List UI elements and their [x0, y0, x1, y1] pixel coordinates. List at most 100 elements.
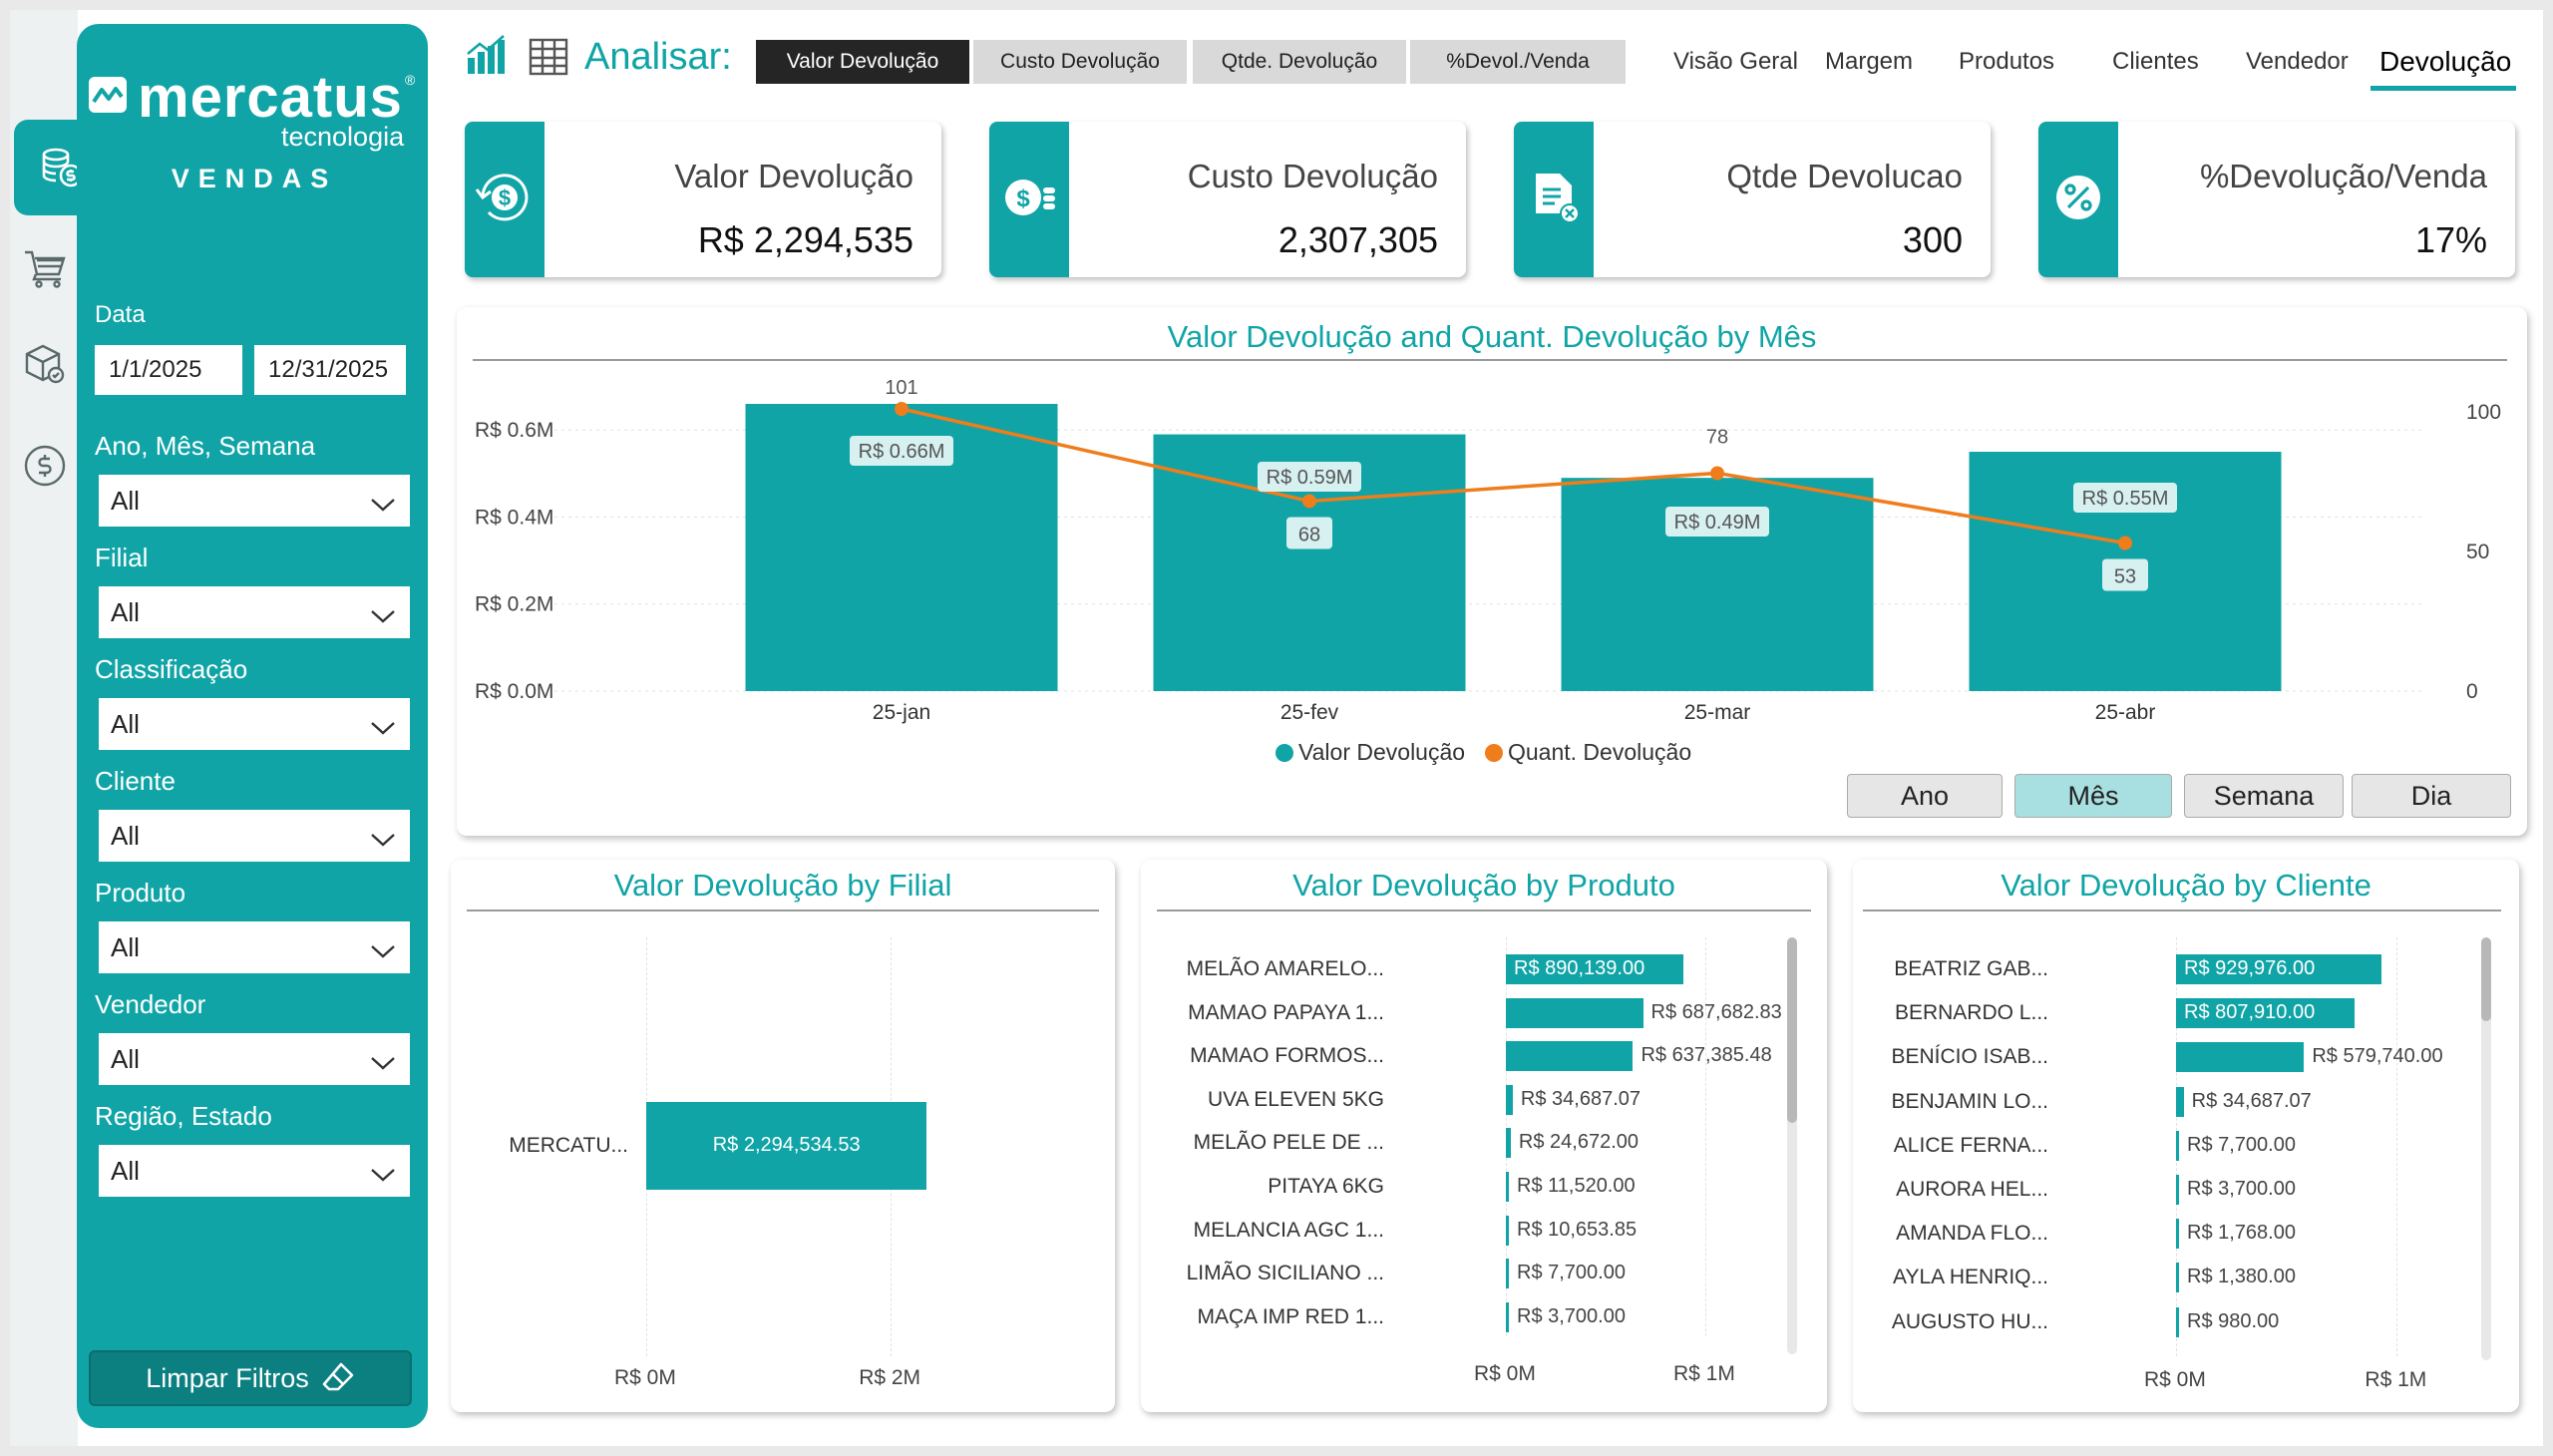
x-tick: 25-jan: [873, 701, 930, 724]
svg-text:$: $: [499, 185, 511, 210]
x-tick: R$ 0M: [1474, 1362, 1536, 1385]
bar[interactable]: [1506, 997, 1643, 1028]
bar-data-label: R$ 24,672.00: [1518, 1131, 1640, 1154]
cliente-chart-card: Valor Devolução by Cliente: [1853, 860, 2519, 1412]
bar[interactable]: [2176, 954, 2381, 984]
bar[interactable]: [1506, 1259, 1509, 1289]
bar[interactable]: [2176, 1219, 2179, 1250]
cart-icon: [25, 250, 66, 288]
date-end-input[interactable]: 12/31/2025: [254, 345, 406, 395]
gridline: [2396, 937, 2398, 1356]
granularity-button[interactable]: Semana: [2184, 774, 2344, 818]
kpi-card: Qtde Devolucao 300: [1514, 122, 1991, 277]
filter-dropdown[interactable]: All: [99, 1145, 410, 1197]
page-rail: [10, 10, 78, 1446]
filter-dropdown[interactable]: All: [99, 698, 410, 750]
category-label: MELANCIA AGC 1...: [1193, 1218, 1384, 1242]
clear-filters-button[interactable]: Limpar Filtros: [89, 1350, 412, 1406]
legend-dot-valor: [1276, 744, 1293, 762]
x-tick: 25-mar: [1684, 701, 1751, 724]
bar-chart-icon[interactable]: [465, 34, 509, 76]
category-label: MERCATU...: [509, 1134, 628, 1157]
nav-tab[interactable]: Devolução: [2379, 46, 2512, 77]
granularity-button[interactable]: Dia: [2352, 774, 2511, 818]
brand-name: mercatus: [138, 65, 403, 130]
category-label: AYLA HENRIQ...: [1893, 1266, 2048, 1289]
category-label: AMANDA FLO...: [1896, 1222, 2048, 1246]
line-point: [895, 402, 909, 416]
bar[interactable]: [1506, 1301, 1509, 1332]
bar[interactable]: [2176, 1042, 2305, 1073]
filter-dropdown[interactable]: All: [99, 921, 410, 973]
line-point: [2118, 536, 2132, 550]
filter-dropdown[interactable]: All: [99, 810, 410, 862]
category-label: MAMAO FORMOS...: [1190, 1044, 1384, 1068]
category-label: BEATRIZ GAB...: [1894, 957, 2048, 980]
category-label: MAMAO PAPAYA 1...: [1188, 1000, 1384, 1024]
table-icon[interactable]: [529, 38, 568, 76]
cliente-chart-title: Valor Devolução by Cliente: [2001, 868, 2371, 903]
bar-data-label: R$ 980.00: [2187, 1309, 2280, 1332]
bar[interactable]: [2176, 1175, 2179, 1205]
kpi-card: %Devolução/Venda 17%: [2038, 122, 2515, 277]
bar[interactable]: [2176, 1086, 2184, 1117]
rail-item-finance[interactable]: [16, 437, 74, 495]
chevron-down-icon: [370, 1047, 396, 1078]
line-data-label: 68: [1298, 524, 1320, 546]
cliente-scroll-thumb[interactable]: [2481, 937, 2491, 1021]
produto-chart-card: Valor Devolução by Produto: [1141, 860, 1827, 1412]
bar[interactable]: [2176, 1263, 2179, 1293]
line-data-label: 78: [1706, 426, 1728, 448]
category-label: MELÃO AMARELO...: [1186, 957, 1384, 980]
filter-dropdown[interactable]: All: [99, 586, 410, 638]
coins-icon: [42, 148, 83, 187]
bar-data-label: R$ 34,687.07: [1520, 1087, 1641, 1110]
analyze-tab[interactable]: Valor Devolução: [756, 40, 969, 84]
bar[interactable]: [1506, 1084, 1513, 1115]
nav-tab[interactable]: Produtos: [1959, 48, 2055, 75]
chevron-down-icon: [370, 1159, 396, 1190]
filter-dropdown[interactable]: All: [99, 475, 410, 527]
filter-dropdown[interactable]: All: [99, 1033, 410, 1085]
y-right-tick: 100: [2466, 401, 2501, 424]
legend-item-valor: Valor Devolução: [1298, 739, 1465, 765]
bar[interactable]: [2176, 998, 2355, 1029]
date-start-input[interactable]: 1/1/2025: [95, 345, 242, 395]
bar[interactable]: [1506, 1128, 1511, 1159]
bar-data-label: R$ 687,682.83: [1650, 1000, 1782, 1023]
nav-tab[interactable]: Visão Geral: [1673, 48, 1798, 75]
bar[interactable]: [1506, 1041, 1634, 1072]
rail-item-products[interactable]: [16, 335, 74, 393]
nav-tab[interactable]: Vendedor: [2246, 48, 2349, 75]
category-label: ALICE FERNA...: [1893, 1133, 2048, 1157]
bar[interactable]: [1506, 954, 1684, 984]
kpi-icon-strip: $: [465, 122, 545, 277]
produto-scrollbar[interactable]: [1787, 937, 1797, 1354]
bar-data-label: R$ 579,740.00: [2312, 1045, 2443, 1068]
bar[interactable]: [1506, 1172, 1509, 1202]
filter-label: Produto: [95, 878, 186, 908]
y-left-tick: R$ 0.4M: [475, 506, 553, 529]
granularity-button[interactable]: Mês: [2014, 774, 2172, 818]
rail-item-cart[interactable]: [16, 239, 74, 297]
bar[interactable]: [2176, 1306, 2179, 1337]
granularity-button[interactable]: Ano: [1847, 774, 2003, 818]
cliente-scrollbar[interactable]: [2481, 937, 2491, 1360]
bar[interactable]: [1506, 1215, 1509, 1246]
produto-scroll-thumb[interactable]: [1787, 937, 1797, 1123]
bar[interactable]: [646, 1102, 927, 1190]
kpi-card: $ Valor Devolução R$ 2,294,535: [465, 122, 941, 277]
nav-tab[interactable]: Margem: [1825, 48, 1914, 75]
analyze-tab[interactable]: %Devol./Venda: [1410, 40, 1626, 84]
analyze-tab[interactable]: Custo Devolução: [973, 40, 1187, 84]
x-tick: R$ 1M: [2365, 1368, 2427, 1391]
bar-data-label: R$ 929,976.00: [2184, 957, 2316, 979]
bar-data-label: R$ 0.55M: [2082, 488, 2169, 510]
analyze-tab[interactable]: Qtde. Devolução: [1193, 40, 1406, 84]
x-tick: 25-abr: [2095, 701, 2156, 724]
filter-dropdown-value: All: [111, 485, 140, 516]
chevron-down-icon: [370, 712, 396, 743]
filter-label: Classificação: [95, 654, 248, 684]
nav-tab[interactable]: Clientes: [2112, 48, 2199, 75]
bar[interactable]: [2176, 1130, 2179, 1161]
